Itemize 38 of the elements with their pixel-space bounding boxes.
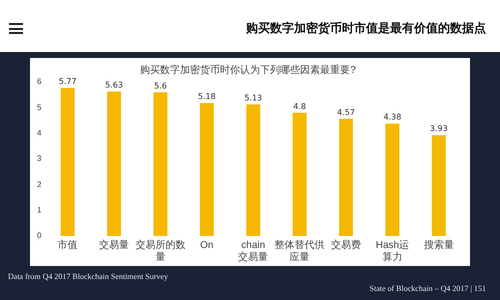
data-label: 5.77 (58, 76, 77, 86)
bar (339, 118, 353, 236)
y-tick-label: 3 (36, 154, 42, 164)
y-tick-label: 6 (36, 77, 42, 86)
chart-title: 购买数字加密货币时市值是最有价值的数据点 (246, 20, 486, 37)
data-label: 4.38 (384, 112, 402, 122)
x-tick-label: 整体替代供应量 (274, 238, 325, 263)
y-tick-label: 4 (36, 128, 42, 138)
y-tick-label: 1 (36, 206, 42, 215)
bar (432, 135, 446, 236)
bar (107, 91, 121, 236)
data-label: 5.13 (244, 93, 262, 102)
x-tick-label: Hash运算力 (376, 238, 410, 263)
data-label: 3.93 (430, 124, 448, 134)
y-tick-label: 0 (36, 231, 42, 240)
text: State of Blockchain – Q4 2017 | 151 (370, 284, 486, 293)
bar (200, 103, 214, 236)
text: Data from Q4 2017 Blockchain Sentiment Survey (8, 272, 168, 281)
data-label: 5.63 (105, 80, 123, 90)
bar (60, 88, 75, 236)
x-tick-label: chain交易量 (238, 240, 268, 263)
chart-subtitle: 购买数字加密货币时你认为下列哪些因素最重要? (140, 64, 356, 76)
bar (153, 92, 168, 236)
x-tick-label: 交易所的数量 (135, 238, 186, 263)
x-tick-label: On (200, 240, 214, 251)
x-tick-label: 市值 (58, 238, 78, 251)
x-tick-label: 搜索量 (424, 238, 454, 251)
y-tick-label: 2 (36, 180, 42, 189)
bar (385, 124, 400, 236)
data-label: 5.6 (154, 81, 167, 90)
data-label: 5.18 (198, 92, 216, 102)
y-tick-label: 5 (36, 102, 42, 112)
x-tick-label: 交易量 (99, 238, 130, 251)
data-label: 4.8 (293, 102, 306, 111)
bar (246, 104, 260, 236)
bar (292, 112, 307, 236)
x-tick-label: 交易费 (331, 238, 362, 251)
data-label: 4.57 (337, 108, 355, 117)
